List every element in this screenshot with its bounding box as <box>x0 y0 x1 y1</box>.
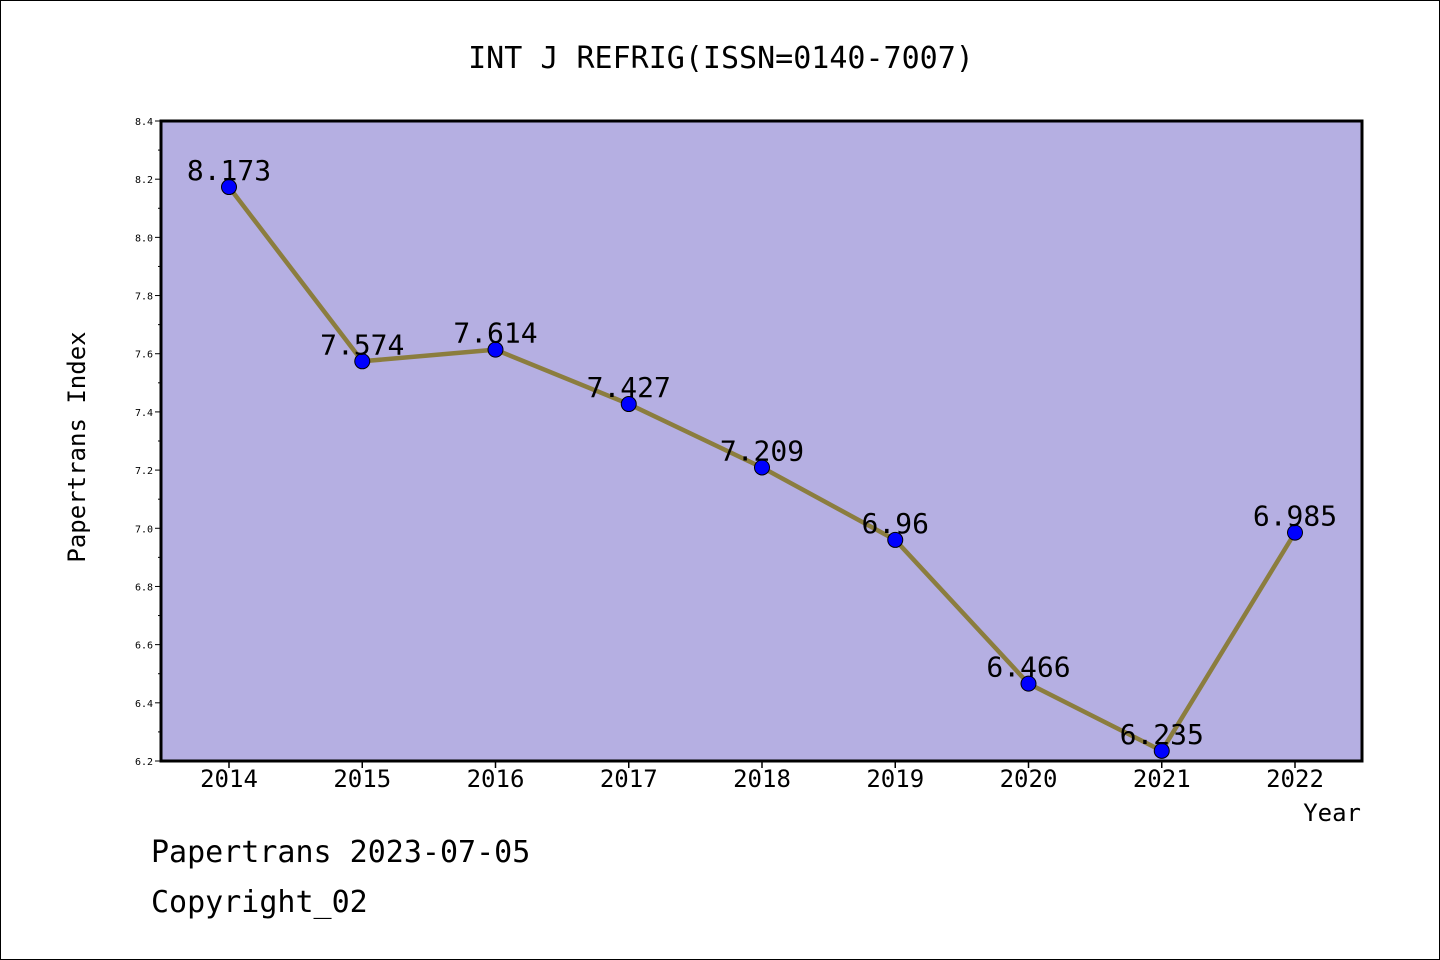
data-label: 8.173 <box>187 154 271 187</box>
data-points <box>221 179 1303 759</box>
data-label: 6.235 <box>1120 718 1204 751</box>
y-tick-label: 7.6 <box>135 350 153 361</box>
y-axis: 6.2 6.4 6.6 6.8 7.0 7.2 7.4 7.6 7.8 8.0 8.2 8.4 <box>135 117 161 768</box>
data-labels: 8.173 7.574 7.614 7.427 7.209 6.96 6.466 6.235 6… <box>187 154 1337 751</box>
data-point <box>1287 524 1303 541</box>
plot-area <box>159 119 1364 763</box>
footer-date: Papertrans 2023-07-05 <box>151 835 531 870</box>
data-label: 6.96 <box>862 507 929 540</box>
data-point <box>887 531 904 548</box>
y-tick-label: 8.2 <box>135 175 153 186</box>
y-tick-label: 7.8 <box>135 292 153 303</box>
data-point <box>754 459 770 476</box>
y-tick-label: 6.8 <box>135 582 153 593</box>
x-tick-label: 2016 <box>467 765 525 793</box>
y-tick-label: 7.2 <box>135 466 153 477</box>
y-tick-label: 6.2 <box>135 757 153 768</box>
y-tick-label: 7.4 <box>135 408 153 419</box>
data-label: 6.466 <box>986 651 1070 684</box>
x-tick-label: 2017 <box>600 765 658 793</box>
x-tick-label: 2020 <box>1000 765 1058 793</box>
x-axis: 2014 2015 2016 2017 2018 2019 2020 2021 2022 <box>200 761 1324 793</box>
y-tick-label: 7.0 <box>135 524 153 535</box>
data-point <box>620 396 637 413</box>
x-tick-label: 2014 <box>200 765 258 793</box>
data-point <box>487 341 504 358</box>
y-tick-label: 8.4 <box>135 117 153 128</box>
data-label: 6.985 <box>1253 500 1337 533</box>
x-tick-label: 2021 <box>1133 765 1191 793</box>
x-tick-label: 2018 <box>733 765 791 793</box>
data-point <box>1020 675 1037 692</box>
x-tick-label: 2015 <box>333 765 391 793</box>
data-point <box>1153 742 1170 759</box>
data-label: 7.614 <box>453 317 537 350</box>
chart-title: INT J REFRIG(ISSN=0140-7007) <box>468 41 974 76</box>
data-label: 7.209 <box>720 434 804 467</box>
footer-copyright: Copyright_02 <box>151 885 368 920</box>
y-tick-label: 8.0 <box>135 233 153 244</box>
x-axis-title: Year <box>1303 799 1361 827</box>
x-tick-label: 2019 <box>866 765 924 793</box>
data-label: 7.574 <box>320 328 404 361</box>
data-point <box>354 353 371 370</box>
y-tick-label: 6.6 <box>135 641 153 652</box>
y-tick-label: 6.4 <box>135 699 153 710</box>
data-point <box>221 179 237 196</box>
x-tick-label: 2022 <box>1266 765 1324 793</box>
y-axis-title: Papertrans Index <box>63 331 91 562</box>
data-label: 7.427 <box>587 371 671 404</box>
